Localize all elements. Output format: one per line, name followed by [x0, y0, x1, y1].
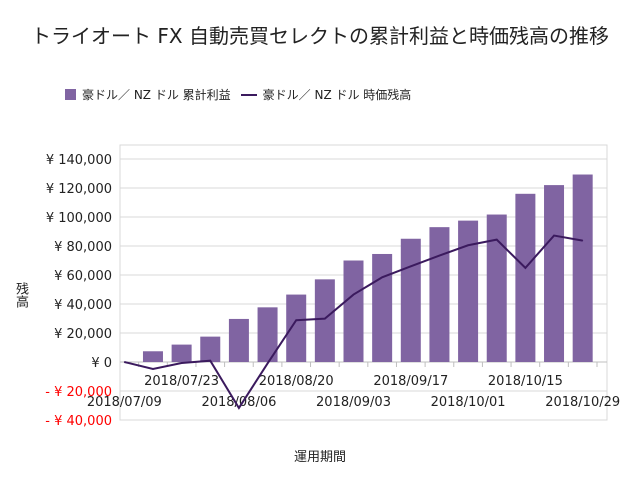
bar: [200, 336, 221, 362]
y-tick-label: ¥ 0: [91, 356, 112, 371]
line-point: [324, 318, 326, 320]
bar: [544, 185, 565, 362]
x-tick-label: 2018/10/15: [488, 374, 563, 389]
legend-bar-label: 豪ドル／ NZ ドル 累計利益: [82, 88, 231, 102]
x-axis-label: 運用期間: [293, 450, 346, 465]
x-tick-label: 2018/07/23: [144, 374, 219, 389]
legend-line-label: 豪ドル／ NZ ドル 時価残高: [262, 88, 412, 102]
y-tick-label: ¥ 60,000: [54, 269, 112, 284]
line-point: [181, 362, 183, 364]
line-point: [496, 239, 498, 241]
bar: [228, 318, 249, 362]
bar: [486, 214, 507, 362]
line-point: [123, 361, 125, 363]
x-tick-label: 2018/10/01: [431, 395, 506, 410]
y-axis-label: 残高: [13, 282, 28, 308]
line-point: [353, 294, 354, 296]
bar: [142, 351, 163, 362]
y-tick-label: ¥ 20,000: [54, 327, 112, 342]
line-point: [438, 255, 440, 257]
y-tick-label: ¥ 40,000: [54, 298, 112, 313]
y-tick-label: ¥ 140,000: [46, 153, 112, 168]
bar: [515, 193, 536, 362]
y-tick-label: ¥ 80,000: [54, 240, 112, 255]
line-point: [152, 368, 154, 370]
y-tick-label: - ¥ 40,000: [45, 414, 112, 429]
line-point: [582, 240, 584, 242]
bar: [458, 220, 479, 362]
x-tick-label: 2018/09/17: [373, 374, 448, 389]
legend: 豪ドル／ NZ ドル 累計利益 豪ドル／ NZ ドル 時価残高: [65, 86, 411, 103]
bar: [372, 253, 393, 362]
bar: [314, 279, 335, 362]
line-point: [238, 407, 240, 409]
y-tick-label: - ¥ 20,000: [45, 385, 112, 400]
legend-bar-swatch: [65, 89, 76, 100]
bar: [400, 238, 421, 362]
line-point: [524, 267, 526, 269]
x-tick-label: 2018/08/06: [201, 395, 276, 410]
y-tick-label: ¥ 100,000: [46, 211, 112, 226]
line-point: [467, 244, 469, 246]
bar: [286, 294, 307, 362]
x-tick-label: 2018/08/20: [259, 374, 334, 389]
line-point: [381, 276, 383, 278]
x-tick-label: 2018/07/09: [87, 395, 162, 410]
chart-title: トライオート FX 自動売買セレクトの累計利益と時価残高の推移: [31, 24, 609, 48]
bar: [257, 307, 278, 362]
y-tick-label: ¥ 120,000: [46, 182, 112, 197]
x-tick-label: 2018/10/29: [545, 395, 620, 410]
legend-line-swatch: [240, 93, 257, 96]
bar: [171, 344, 192, 362]
line-point: [295, 319, 297, 321]
line-point: [267, 362, 269, 364]
bar: [343, 260, 364, 362]
line-point: [553, 235, 555, 237]
bar: [572, 174, 593, 362]
line-point: [209, 360, 211, 362]
line-point: [410, 265, 412, 267]
x-tick-label: 2018/09/03: [316, 395, 391, 410]
bar: [429, 227, 450, 362]
